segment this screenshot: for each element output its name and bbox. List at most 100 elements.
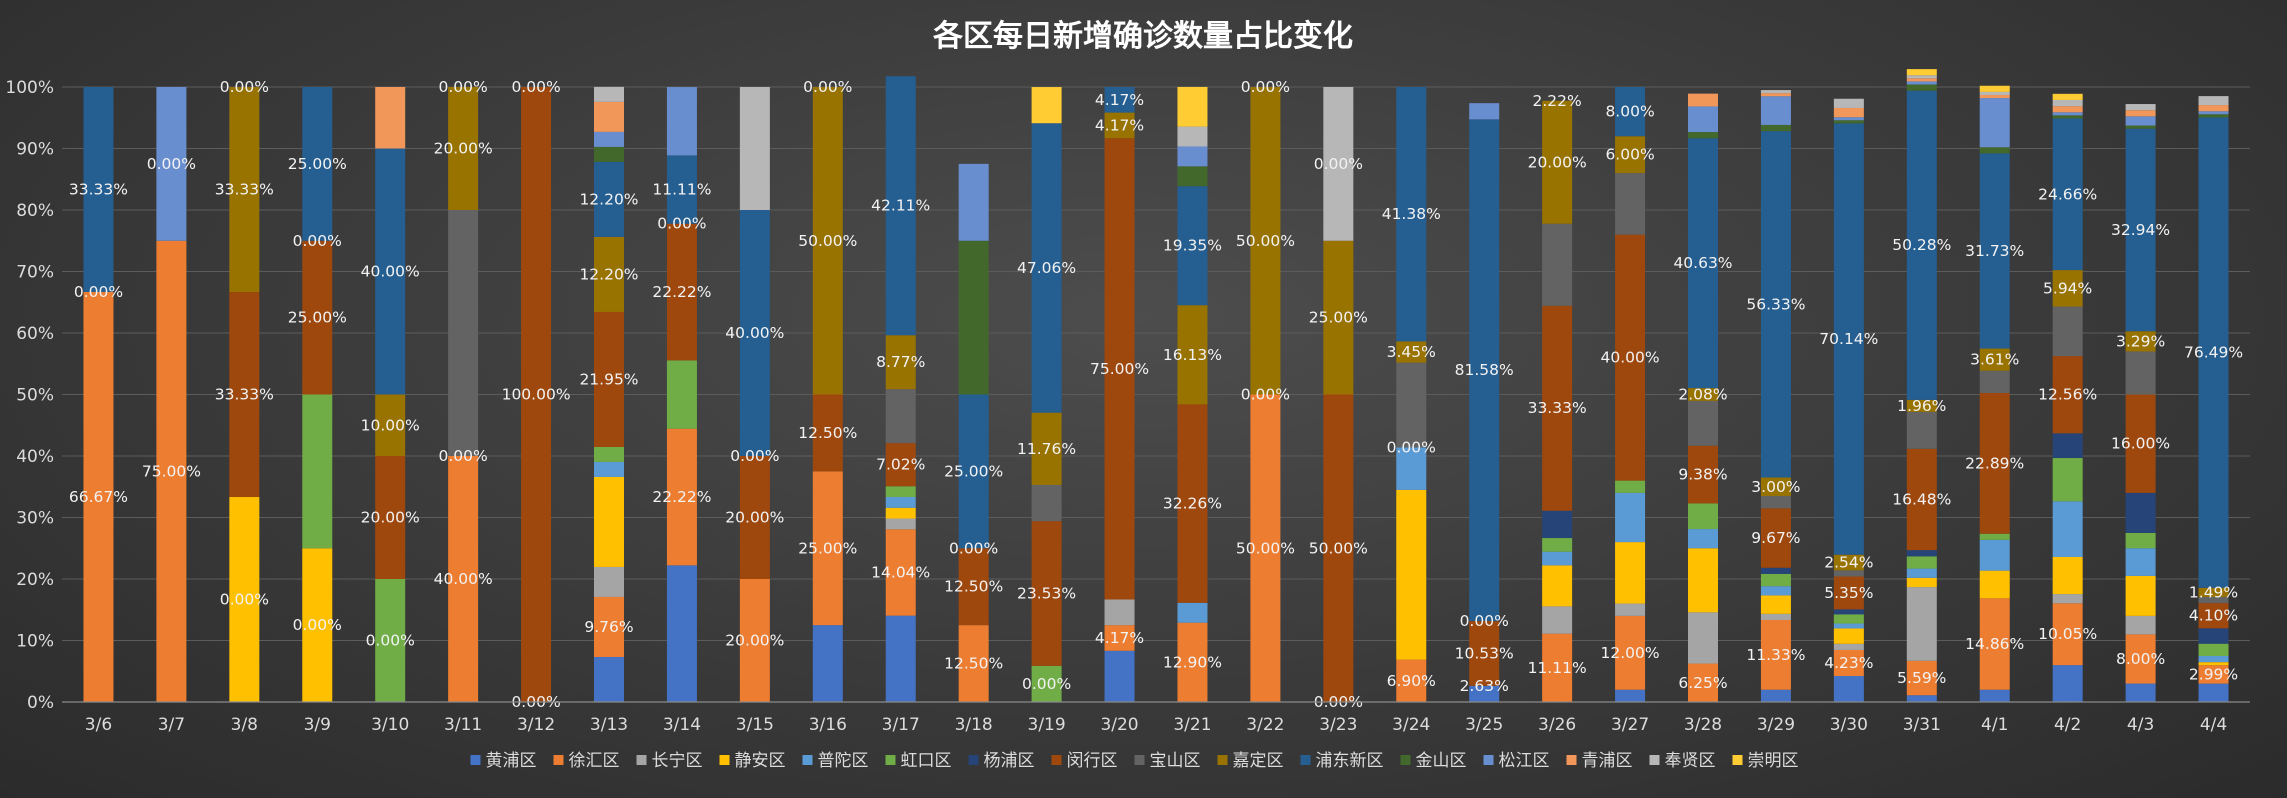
data-label: 2.54% bbox=[1824, 554, 1873, 572]
data-label: 56.33% bbox=[1746, 295, 1805, 313]
bar-segment bbox=[2125, 104, 2156, 111]
bar-segment bbox=[1833, 123, 1864, 555]
x-tick-label: 4/2 bbox=[2054, 715, 2081, 735]
data-label: 6.00% bbox=[1605, 146, 1654, 164]
data-label: 0.00% bbox=[293, 232, 342, 250]
bar-segment bbox=[1323, 240, 1354, 395]
bar-segment bbox=[812, 625, 843, 702]
x-tick-label: 4/4 bbox=[2200, 715, 2227, 735]
bar-segment bbox=[1542, 510, 1573, 539]
data-label: 3.61% bbox=[1970, 351, 2019, 369]
data-label: 0.00% bbox=[293, 616, 342, 634]
bar-segment bbox=[1031, 521, 1062, 666]
x-tick-label: 3/24 bbox=[1392, 715, 1430, 735]
bar-segment bbox=[1469, 685, 1500, 702]
bar-segment bbox=[1688, 548, 1718, 613]
data-label: 50.00% bbox=[1309, 539, 1368, 557]
data-label: 40.00% bbox=[1601, 349, 1660, 367]
data-label: 22.89% bbox=[1965, 454, 2024, 472]
legend-swatch bbox=[719, 755, 730, 765]
data-label: 4.17% bbox=[1095, 116, 1144, 134]
bar-segment bbox=[1177, 186, 1208, 306]
data-label: 11.11% bbox=[652, 181, 711, 199]
bar-segment bbox=[2125, 532, 2156, 549]
data-label: 3.00% bbox=[1751, 478, 1800, 496]
bar-segment bbox=[1760, 620, 1791, 690]
bar-segment bbox=[1760, 586, 1791, 596]
data-label: 16.00% bbox=[2111, 435, 2170, 453]
bar-segment bbox=[1979, 539, 2010, 571]
legend-label: 闵行区 bbox=[1067, 751, 1118, 771]
bar-segment bbox=[1833, 107, 1864, 118]
data-label: 21.95% bbox=[579, 370, 638, 388]
bar-segment bbox=[302, 87, 333, 241]
data-label: 32.26% bbox=[1163, 495, 1222, 513]
bar-segment bbox=[1323, 87, 1354, 241]
bar-segment bbox=[521, 87, 552, 702]
legend-swatch bbox=[1566, 755, 1577, 765]
data-label: 41.38% bbox=[1382, 205, 1441, 223]
bar-segment bbox=[448, 210, 479, 456]
bar-segment bbox=[1833, 628, 1864, 644]
bar-segment bbox=[739, 210, 770, 456]
bar-segment bbox=[2052, 594, 2083, 604]
bar-segment bbox=[1688, 612, 1718, 664]
bar-segment bbox=[2052, 458, 2083, 502]
bar-segment bbox=[1396, 362, 1427, 448]
bar-segment bbox=[594, 86, 624, 102]
x-tick-label: 4/1 bbox=[1981, 715, 2008, 735]
bar-segment bbox=[1906, 81, 1937, 85]
bar-segment bbox=[958, 240, 989, 395]
bar-segment bbox=[958, 163, 989, 241]
data-label: 8.00% bbox=[1605, 103, 1654, 121]
bar-segment bbox=[2052, 306, 2083, 357]
bar-segment bbox=[594, 311, 624, 447]
legend-label: 松江区 bbox=[1499, 751, 1550, 771]
data-label: 0.00% bbox=[657, 215, 706, 233]
bar-segment bbox=[83, 87, 114, 292]
data-labels: 66.67% 33.33% 0.00% 75.00% 0.00% 0.00% 33.33% 3… bbox=[69, 78, 2243, 711]
data-label: 10.53% bbox=[1455, 644, 1514, 662]
legend-swatch bbox=[1483, 755, 1494, 765]
legend-swatch bbox=[1732, 755, 1743, 765]
legend-label: 静安区 bbox=[735, 751, 786, 771]
bar-segment bbox=[2125, 683, 2156, 702]
x-tick-label: 3/10 bbox=[371, 715, 409, 735]
bar-segment bbox=[885, 76, 916, 336]
bar-segment bbox=[1979, 91, 2010, 95]
bar-segment bbox=[885, 615, 916, 702]
data-label: 14.86% bbox=[1965, 635, 2024, 653]
x-tick-label: 3/9 bbox=[304, 715, 331, 735]
bar-segment bbox=[1833, 117, 1864, 121]
legend-swatch bbox=[1400, 755, 1411, 765]
bar-segment bbox=[2125, 128, 2156, 332]
bar-segment bbox=[594, 476, 624, 567]
bar-segment bbox=[1396, 489, 1427, 660]
bar-segment bbox=[1542, 538, 1573, 552]
bar-segment bbox=[885, 389, 916, 444]
y-tick-label: 80% bbox=[16, 201, 54, 221]
bar-segment bbox=[666, 565, 697, 702]
bar-segment bbox=[1396, 86, 1427, 342]
bar-segment bbox=[2125, 548, 2156, 576]
bar-segment bbox=[1615, 173, 1646, 235]
bar-segment bbox=[1906, 568, 1937, 578]
bar-segment bbox=[812, 394, 843, 472]
bar-segment bbox=[812, 471, 843, 626]
data-label: 22.22% bbox=[652, 488, 711, 506]
data-label: 19.35% bbox=[1163, 237, 1222, 255]
bar-segment bbox=[1104, 86, 1135, 113]
legend-label: 长宁区 bbox=[652, 751, 703, 771]
bar-segment bbox=[1979, 348, 2010, 371]
legend-swatch bbox=[636, 755, 647, 765]
bar-segment bbox=[1031, 484, 1062, 522]
bar-segment bbox=[2198, 643, 2229, 656]
data-label: 11.11% bbox=[1528, 659, 1587, 677]
bar-segment bbox=[1760, 96, 1791, 125]
bar-segment bbox=[2198, 117, 2229, 588]
data-label: 31.73% bbox=[1965, 242, 2024, 260]
bar-segment bbox=[2052, 99, 2083, 107]
bar-segment bbox=[1177, 404, 1208, 603]
bar-segment bbox=[1906, 587, 1937, 661]
bar-segment bbox=[1031, 412, 1062, 485]
